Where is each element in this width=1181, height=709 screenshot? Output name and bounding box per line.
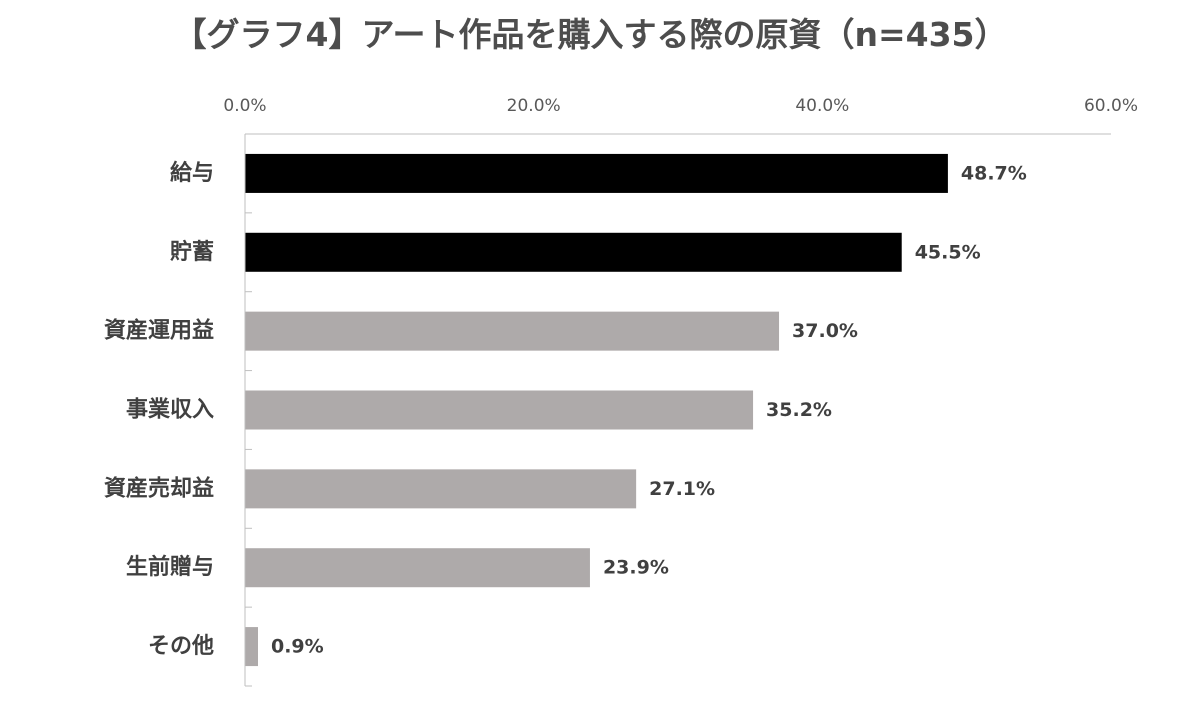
value-label: 23.9% (603, 557, 669, 579)
x-tick-label: 60.0% (1084, 96, 1138, 116)
category-label: 貯蓄 (170, 239, 214, 265)
bar (245, 232, 902, 272)
x-axis: 0.0% 20.0% 40.0% 60.0% (223, 96, 1138, 116)
bars (245, 153, 948, 667)
bar (245, 390, 754, 430)
bar (245, 548, 590, 588)
bar (245, 627, 258, 667)
value-label: 37.0% (792, 320, 858, 342)
bar (245, 311, 780, 351)
category-label: 事業収入 (126, 397, 214, 423)
value-label: 0.9% (271, 636, 324, 658)
value-label: 48.7% (961, 162, 1027, 184)
category-label: その他 (148, 634, 214, 659)
axis-lines (244, 133, 1111, 687)
value-label: 35.2% (766, 399, 832, 421)
category-label: 資産売却益 (104, 475, 214, 501)
bar (245, 153, 948, 193)
category-label: 資産運用益 (104, 318, 214, 344)
x-tick-label: 0.0% (223, 96, 266, 116)
category-label: 給与 (170, 160, 214, 186)
bar (245, 469, 637, 509)
x-tick-label: 40.0% (795, 96, 849, 116)
value-label: 45.5% (915, 241, 981, 263)
chart-title: 【グラフ4】アート作品を購入する際の原資（n=435） (173, 15, 1008, 54)
x-tick-label: 20.0% (507, 96, 561, 116)
value-labels: 48.7% 45.5% 37.0% 35.2% 27.1% 23.9% 0.9% (271, 162, 1027, 657)
value-label: 27.1% (649, 478, 715, 500)
category-label: 生前贈与 (126, 554, 214, 580)
